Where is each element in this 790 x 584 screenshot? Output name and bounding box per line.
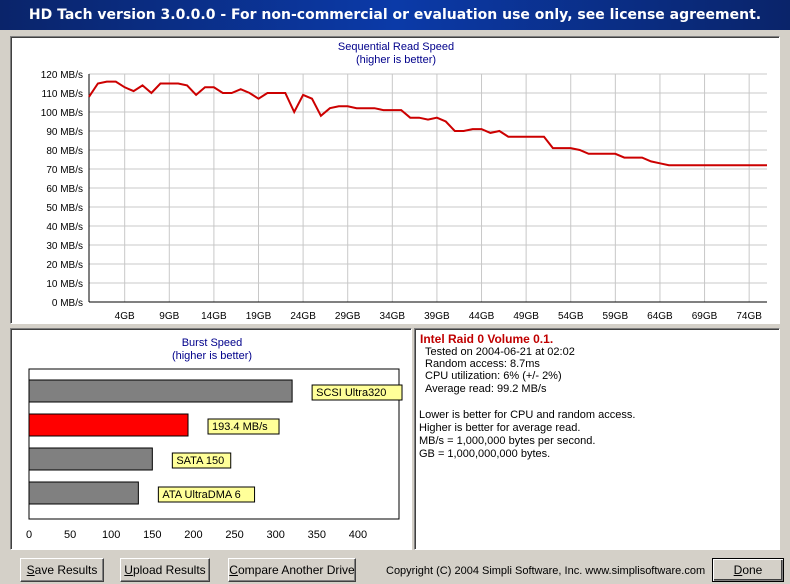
burst-bar-label-box <box>157 486 256 503</box>
note-higher-better: Higher is better for average read. <box>419 422 581 434</box>
x-tick-label: 59GB <box>603 311 629 322</box>
burst-bar-label-box <box>207 418 280 435</box>
drive-info-panel: Intel Raid 0 Volume 0.1. Tested on 2004-… <box>414 328 780 550</box>
read-speed-series-line <box>88 80 767 167</box>
burst-speed-chart: 0 50 100 150 200 250 300 350 400 SCSI Ultra320 193… <box>26 368 403 541</box>
burst-bar <box>28 413 189 437</box>
x-tick-label: 49GB <box>513 311 539 322</box>
x-tick-label: 50 <box>64 529 76 541</box>
x-tick-label: 69GB <box>692 311 718 322</box>
x-tick-label: 29GB <box>335 311 361 322</box>
random-access: Random access: 8.7ms <box>425 358 540 370</box>
note-gb-definition: GB = 1,000,000,000 bytes. <box>419 448 551 460</box>
y-tick-label: 120 MB/s <box>41 70 83 81</box>
upload-accel: U <box>124 563 133 577</box>
x-tick-label: 100 <box>102 529 120 541</box>
burst-bar <box>28 379 293 403</box>
x-tick-label: 19GB <box>246 311 272 322</box>
drive-name: Intel Raid 0 Volume 0.1. <box>420 332 554 346</box>
sequential-read-chart: 120 MB/s 110 MB/s 100 MB/s 90 MB/s 80 MB/s 70… <box>41 70 767 322</box>
y-tick-label: 50 MB/s <box>46 203 83 214</box>
y-tick-label: 10 MB/s <box>46 279 83 290</box>
cpu-utilization: CPU utilization: 6% (+/- 2%) <box>425 370 562 382</box>
copyright-text: Copyright (C) 2004 Simpli Software, Inc.… <box>386 565 706 577</box>
x-tick-label: 24GB <box>290 311 316 322</box>
save-label: ave Results <box>34 563 98 577</box>
burst-bar-label: ATA UltraDMA 6 <box>162 489 240 501</box>
window-title: HD Tach version 3.0.0.0 - For non-commer… <box>0 0 790 30</box>
burst-chart-title: Burst Speed <box>181 337 243 349</box>
tested-on: Tested on 2004-06-21 at 02:02 <box>425 346 575 358</box>
y-tick-label: 20 MB/s <box>46 260 83 271</box>
save-accel: S <box>26 563 35 577</box>
y-tick-label: 40 MB/s <box>46 222 83 233</box>
compare-accel: C <box>229 563 238 577</box>
x-tick-label: 0 <box>26 529 32 541</box>
seq-chart-title: Sequential Read Speed <box>337 41 455 53</box>
x-tick-label: 54GB <box>558 311 584 322</box>
y-tick-label: 80 MB/s <box>46 146 83 157</box>
done-accel: D <box>733 563 743 577</box>
burst-speed-panel: Burst Speed (higher is better) 0 50 100 150… <box>10 328 412 550</box>
compare-another-drive-button[interactable]: Compare Another Drive <box>228 558 356 582</box>
x-tick-label: 34GB <box>380 311 406 322</box>
done-label: one <box>742 563 763 577</box>
x-tick-label: 14GB <box>201 311 227 322</box>
x-tick-label: 74GB <box>736 311 762 322</box>
x-tick-label: 200 <box>184 529 202 541</box>
y-tick-label: 0 MB/s <box>52 298 83 309</box>
burst-bar-label: 193.4 MB/s <box>212 421 268 433</box>
seq-chart-subtitle: (higher is better) <box>355 54 437 66</box>
burst-chart-subtitle: (higher is better) <box>171 350 253 362</box>
burst-bar <box>28 481 139 505</box>
burst-bar-label-box <box>171 452 232 469</box>
done-button[interactable]: Done <box>712 558 784 582</box>
y-tick-label: 30 MB/s <box>46 241 83 252</box>
x-tick-label: 400 <box>349 529 367 541</box>
compare-label: ompare Another Drive <box>237 563 355 577</box>
x-tick-label: 250 <box>225 529 243 541</box>
burst-bar-label-box <box>311 384 403 401</box>
y-tick-label: 100 MB/s <box>41 108 83 119</box>
x-tick-label: 300 <box>266 529 284 541</box>
x-tick-label: 64GB <box>647 311 673 322</box>
x-tick-label: 4GB <box>115 311 135 322</box>
note-lower-better: Lower is better for CPU and random acces… <box>419 409 636 421</box>
burst-bar-label: SATA 150 <box>176 455 224 467</box>
x-tick-label: 9GB <box>159 311 179 322</box>
y-tick-label: 110 MB/s <box>42 89 84 100</box>
y-tick-label: 70 MB/s <box>46 165 83 176</box>
average-read: Average read: 99.2 MB/s <box>425 383 547 395</box>
x-tick-label: 150 <box>143 529 161 541</box>
x-tick-label: 39GB <box>424 311 450 322</box>
x-tick-label: 350 <box>308 529 326 541</box>
y-tick-label: 60 MB/s <box>46 184 83 195</box>
sequential-read-panel: Sequential Read Speed (higher is better)… <box>10 36 780 324</box>
upload-results-button[interactable]: Upload Results <box>120 558 210 582</box>
save-results-button[interactable]: Save Results <box>20 558 104 582</box>
y-tick-label: 90 MB/s <box>46 127 83 138</box>
burst-bar-label: SCSI Ultra320 <box>316 387 386 399</box>
note-mb-definition: MB/s = 1,000,000 bytes per second. <box>419 435 596 447</box>
x-tick-label: 44GB <box>469 311 495 322</box>
burst-bar <box>28 447 153 471</box>
upload-label: pload Results <box>132 563 206 577</box>
